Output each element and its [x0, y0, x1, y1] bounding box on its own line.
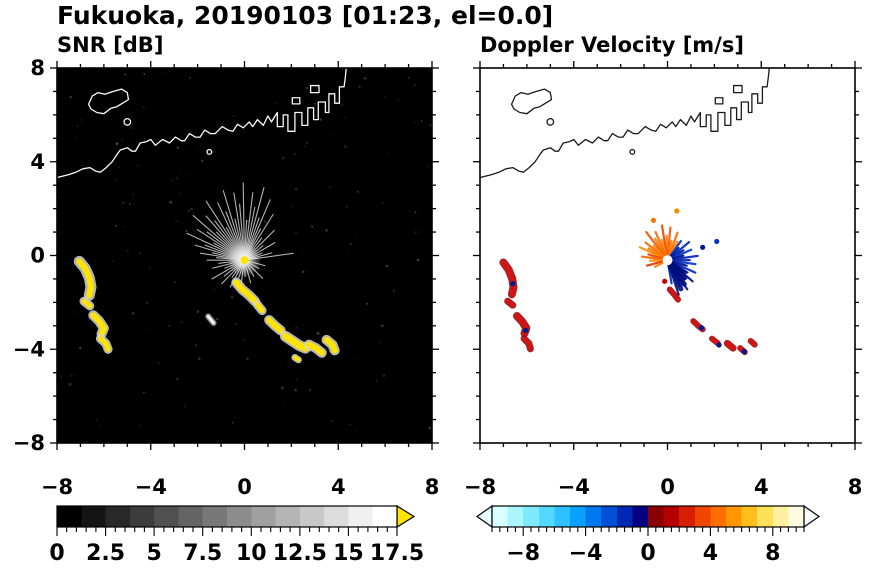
svg-text:5: 5: [146, 541, 161, 566]
svg-text:8: 8: [30, 56, 45, 80]
colorbar-labels: 0 2.5 5 7.5 10 12.5 15 17.5: [49, 541, 424, 566]
echo-dot: [662, 278, 668, 284]
echo-blobs: [73, 255, 340, 364]
svg-text:4: 4: [30, 150, 45, 174]
colorbar-arrow-right: [803, 504, 821, 529]
svg-text:0: 0: [640, 541, 655, 566]
svg-text:−4: −4: [13, 337, 45, 361]
colorbar-ticks: [56, 527, 398, 536]
echo-dot: [523, 327, 529, 334]
radar-center-dot: [240, 256, 249, 265]
panel-snr: −8 −4 0 4 8 −8 −4 0 4 8: [13, 56, 440, 499]
svg-text:4: 4: [703, 541, 718, 566]
echo-dot: [716, 342, 722, 348]
svg-text:−4: −4: [135, 475, 167, 499]
svg-text:0: 0: [237, 475, 252, 499]
svg-text:2.5: 2.5: [86, 541, 125, 566]
axis-labels: −8 −4 0 4 8 −8 −4 0 4 8: [13, 56, 440, 499]
echo-dot: [650, 217, 657, 223]
colorbar-labels: −8 −4 0 4 8: [506, 541, 780, 566]
svg-text:−8: −8: [13, 431, 45, 455]
svg-text:4: 4: [754, 475, 769, 499]
svg-text:10: 10: [236, 541, 267, 566]
colorbar-ticks: [491, 527, 805, 536]
svg-text:0: 0: [49, 541, 64, 566]
panel-doppler: −8 −4 0 4 8: [464, 61, 862, 499]
svg-text:−8: −8: [506, 541, 540, 566]
radar-center-dot: [662, 255, 673, 266]
svg-text:15: 15: [333, 541, 364, 566]
noise-speckle: [57, 72, 432, 443]
echo-dot: [700, 244, 706, 250]
svg-text:8: 8: [425, 475, 440, 499]
panel-title-snr: SNR [dB]: [57, 33, 164, 57]
colorbar-doppler: −8 −4 0 4 8: [475, 504, 821, 566]
svg-text:−8: −8: [464, 475, 496, 499]
colorbar-arrow-left: [475, 504, 493, 529]
svg-text:17.5: 17.5: [370, 541, 424, 566]
echo-dot: [510, 281, 516, 287]
echo-dot: [698, 325, 705, 331]
colorbar-snr: 0 2.5 5 7.5 10 12.5 15 17.5: [49, 504, 424, 566]
svg-text:−4: −4: [558, 475, 590, 499]
panel-title-doppler: Doppler Velocity [m/s]: [480, 33, 744, 57]
svg-text:0: 0: [30, 244, 45, 268]
axis-ticks: [50, 61, 439, 450]
svg-text:8: 8: [765, 541, 780, 566]
svg-text:−8: −8: [41, 475, 73, 499]
svg-text:4: 4: [331, 475, 346, 499]
coastline: [57, 68, 347, 179]
svg-text:8: 8: [848, 475, 863, 499]
svg-text:0: 0: [660, 475, 675, 499]
svg-text:7.5: 7.5: [183, 541, 222, 566]
colorbar-gradient: [56, 505, 398, 528]
figure-title: Fukuoka, 20190103 [01:23, el=0.0]: [57, 1, 554, 30]
svg-text:−4: −4: [569, 541, 603, 566]
echo-dot: [741, 348, 747, 355]
colorbar-arrow-right: [396, 504, 416, 529]
radial-streaks: [638, 224, 699, 296]
colorbar-gradient: [491, 505, 805, 528]
echo-dot: [714, 238, 720, 245]
axis-labels: −8 −4 0 4 8: [464, 475, 862, 499]
svg-text:12.5: 12.5: [273, 541, 327, 566]
axis-ticks: [473, 61, 862, 450]
coastline: [480, 68, 770, 179]
echo-dot: [674, 208, 680, 214]
